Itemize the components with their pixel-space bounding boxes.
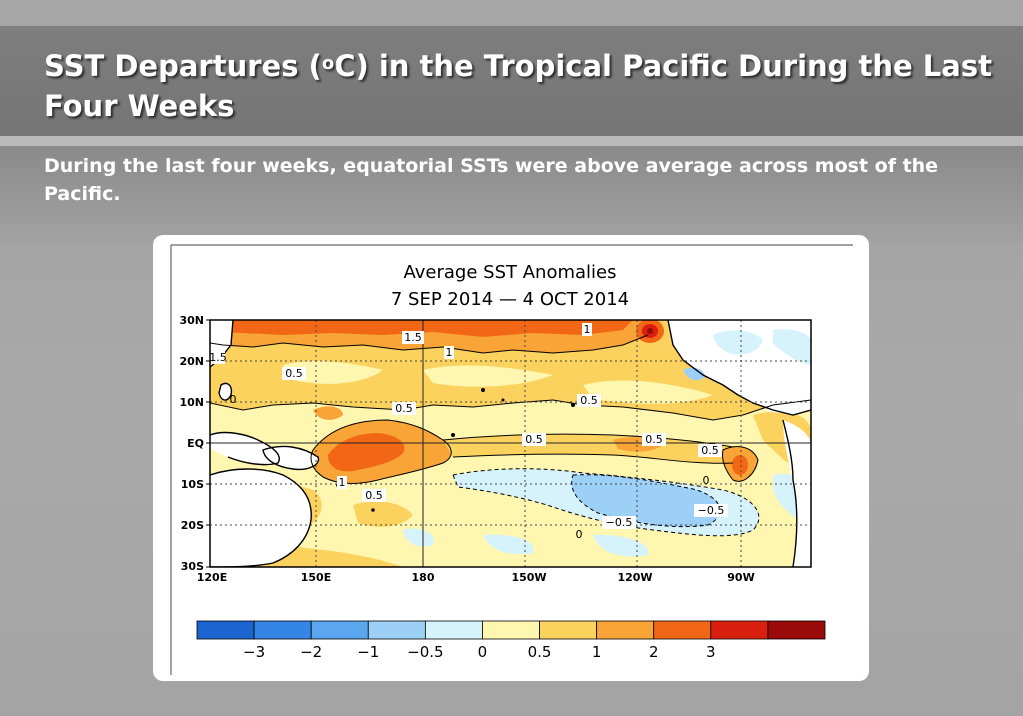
- lat-label: 10S: [181, 478, 204, 491]
- contour-label: 0.5: [580, 394, 598, 407]
- contour-label: 1.5: [404, 331, 422, 344]
- colorbar-swatch: [710, 620, 769, 640]
- map-field: [210, 320, 811, 567]
- colorbar-tick-label: −3: [243, 643, 265, 661]
- colorbar-tick-label: 3: [706, 643, 716, 661]
- colorbar-tick-label: −1: [357, 643, 379, 661]
- map-card: Average SST Anomalies 7 SEP 2014 — 4 OCT…: [153, 235, 869, 681]
- lat-label: 30N: [179, 314, 204, 327]
- lon-label: 150W: [511, 571, 546, 584]
- summary-band: [0, 146, 1023, 246]
- lat-label: EQ: [187, 437, 204, 450]
- contour-label: 0: [576, 528, 583, 541]
- colorbar-swatch: [539, 620, 598, 640]
- colorbar-tick-label: 0.5: [528, 643, 552, 661]
- contour-label: 0.5: [701, 444, 719, 457]
- contour-label: 0.5: [395, 402, 413, 415]
- colorbar-swatch: [767, 620, 826, 640]
- contour-label: 0.5: [525, 433, 543, 446]
- lon-label: 150E: [301, 571, 331, 584]
- lat-label: 20S: [181, 519, 204, 532]
- colorbar-swatch: [310, 620, 369, 640]
- contour-label: 0: [230, 393, 237, 406]
- top-band: [0, 0, 1023, 26]
- contour-label: −0.5: [698, 504, 725, 517]
- lat-label: 20N: [179, 355, 204, 368]
- lon-label: 120W: [617, 571, 652, 584]
- contour-label: −0.5: [606, 516, 633, 529]
- sst-anomaly-map: Average SST Anomalies 7 SEP 2014 — 4 OCT…: [170, 244, 853, 675]
- contour-label: 0: [703, 474, 710, 487]
- lat-label: 30S: [181, 560, 204, 573]
- colorbar-swatch: [253, 620, 312, 640]
- contour-label: 1: [446, 346, 453, 359]
- contour-label: 0.5: [285, 367, 303, 380]
- lat-label: 10N: [179, 396, 204, 409]
- colorbar-swatch: [482, 620, 540, 640]
- map-title: Average SST Anomalies: [404, 262, 617, 283]
- contour-label: 1.5: [209, 351, 227, 364]
- colorbar-tick-label: 2: [649, 643, 659, 661]
- title-superscript: o: [321, 53, 335, 74]
- title-bar: SST Departures (oC) in the Tropical Paci…: [0, 26, 1023, 136]
- colorbar-swatch: [653, 620, 712, 640]
- colorbar-tick-label: 0: [478, 643, 488, 661]
- lon-label: 180: [412, 571, 435, 584]
- slide-summary: During the last four weeks, equatorial S…: [44, 155, 939, 205]
- slide-title: SST Departures (oC) in the Tropical Paci…: [44, 49, 992, 123]
- colorbar-swatch: [196, 620, 255, 640]
- lon-label: 90W: [727, 571, 754, 584]
- colorbar: −3 −2 −1 −0.5 0 0.5 1 2 3: [196, 620, 826, 661]
- colorbar-swatch: [596, 620, 655, 640]
- contour-label: 1: [339, 476, 346, 489]
- lon-label: 120E: [197, 571, 227, 584]
- contour-label: 0.5: [645, 433, 663, 446]
- map-date-range: 7 SEP 2014 — 4 OCT 2014: [391, 289, 629, 310]
- colorbar-tick-label: 1: [592, 643, 602, 661]
- colorbar-tick-label: −2: [300, 643, 322, 661]
- contour-label: 1: [584, 323, 591, 336]
- contour-label: 0.5: [365, 489, 383, 502]
- colorbar-swatch: [424, 620, 483, 640]
- divider-stripe: [0, 136, 1023, 146]
- colorbar-swatch: [367, 620, 426, 640]
- colorbar-tick-label: −0.5: [407, 643, 443, 661]
